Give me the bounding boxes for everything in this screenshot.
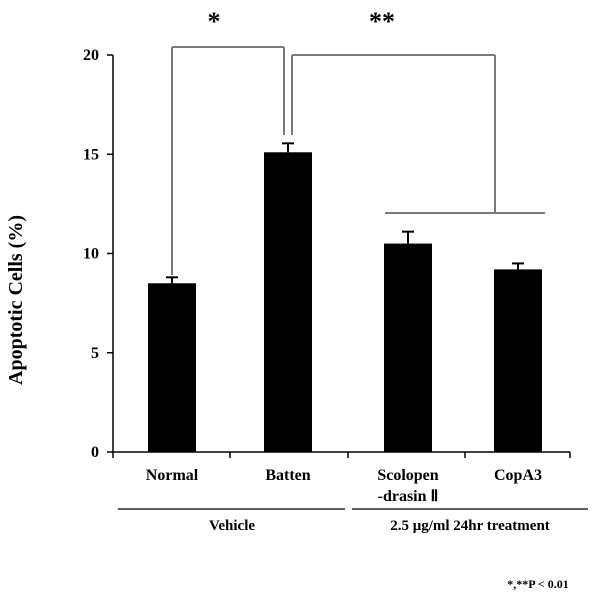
significance-label: **: [369, 7, 395, 36]
significance-label: *: [208, 7, 221, 36]
x-tick-label: Batten: [265, 467, 310, 484]
y-axis-title: Apoptotic Cells (%): [5, 215, 27, 385]
bar: [494, 269, 542, 452]
y-tick-label: 5: [91, 345, 99, 362]
significance-brackets: * **: [171, 7, 545, 275]
x-tick-label: Normal: [146, 467, 199, 484]
bars: [148, 142, 542, 452]
y-tick-label: 15: [83, 146, 99, 163]
x-tick-label: Scolopen: [377, 467, 438, 484]
x-tick-label: CopA3: [494, 467, 542, 484]
labels: Normal Batten Scolopen -drasin Ⅱ CopA3 Vehicl…: [118, 467, 588, 534]
y-tick-label: 10: [83, 246, 99, 263]
bar: [264, 152, 312, 452]
footnote: *,**P < 0.01: [507, 577, 569, 591]
y-tick-label: 20: [83, 47, 99, 64]
bar: [148, 283, 196, 452]
group-label: Vehicle: [209, 518, 255, 534]
bar: [384, 243, 432, 452]
x-tick-label: -drasin Ⅱ: [378, 488, 439, 505]
y-tick-label: 0: [91, 444, 99, 461]
group-label: 2.5 μg/ml 24hr treatment: [390, 518, 550, 534]
